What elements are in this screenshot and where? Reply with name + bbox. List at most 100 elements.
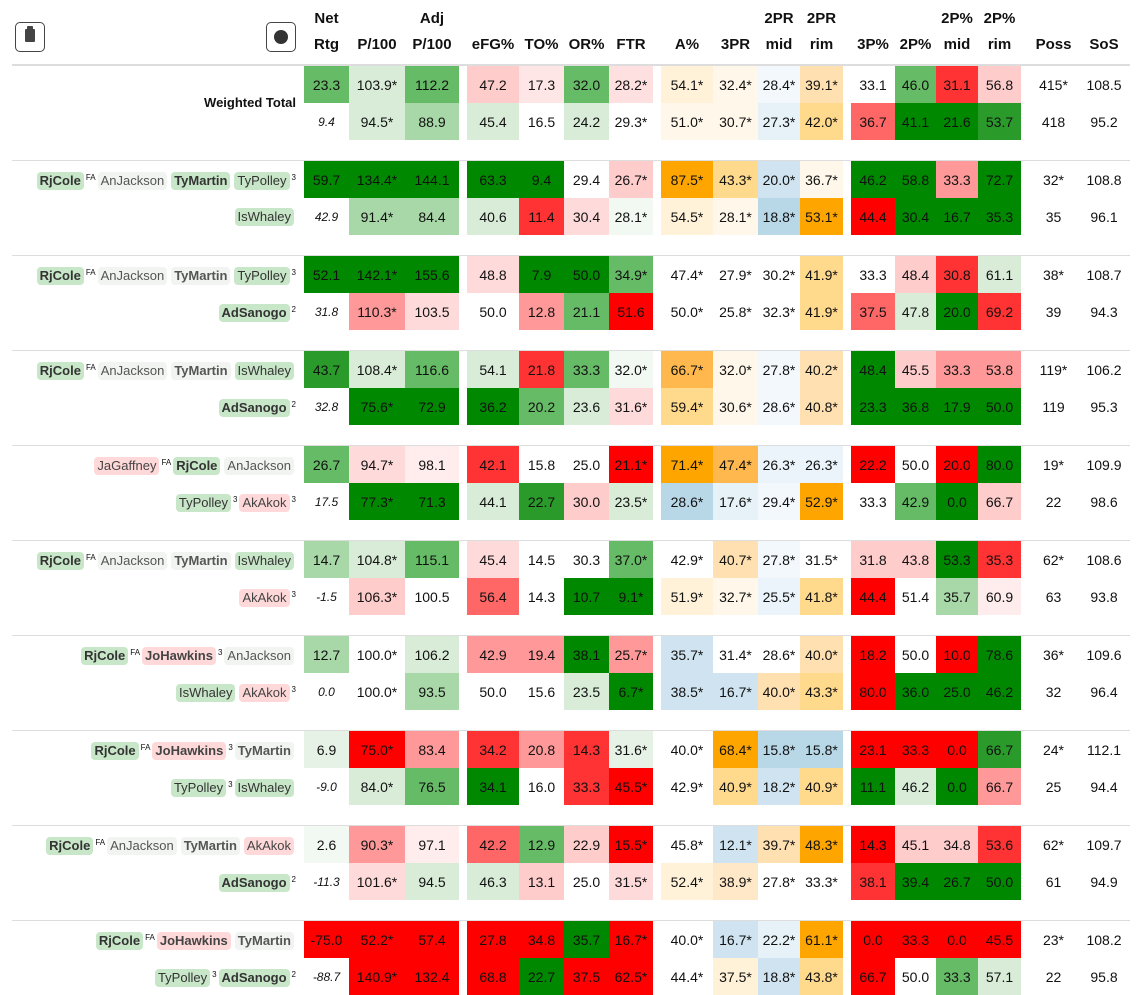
player-chip[interactable]: TyMartin: [234, 742, 294, 761]
stat-cell: 108.6: [1078, 540, 1130, 578]
player-chip[interactable]: TyPolley: [170, 779, 227, 798]
stat-cell: 31.6*: [609, 388, 653, 425]
player-chip[interactable]: AnJackson: [97, 172, 168, 191]
header-TO%[interactable]: TO%: [519, 0, 564, 66]
lineup-players: TyPolley 3 IsWhaley: [12, 768, 304, 805]
player-chip[interactable]: TyMartin: [171, 267, 231, 286]
player-position-tag: FA: [95, 837, 106, 847]
header-Net-Rtg[interactable]: Net Rtg: [304, 0, 349, 66]
player-chip[interactable]: RjCole: [173, 457, 221, 476]
player-chip[interactable]: RjCole: [36, 172, 84, 191]
stat-cell: 42.0*: [800, 103, 843, 140]
header-Poss[interactable]: Poss: [1029, 0, 1078, 66]
player-chip[interactable]: AnJackson: [97, 362, 168, 381]
header-eFG%[interactable]: eFG%: [467, 0, 519, 66]
player-chip[interactable]: JaGaffney: [94, 457, 160, 476]
player-chip[interactable]: RjCole: [36, 267, 84, 286]
header-3PR[interactable]: 3PR: [713, 0, 758, 66]
header-P/100[interactable]: P/100: [349, 0, 405, 66]
player-position-tag: FA: [85, 552, 96, 562]
player-chip[interactable]: IsWhaley: [176, 684, 236, 703]
header-FTR[interactable]: FTR: [609, 0, 653, 66]
player-chip[interactable]: IsWhaley: [234, 207, 294, 226]
player-name: RjCole: [39, 363, 81, 379]
stat-cell: 83.4: [405, 730, 459, 768]
player-chip[interactable]: TyMartin: [234, 932, 294, 951]
stat-cell: 29.3*: [609, 103, 653, 140]
player-chip[interactable]: AkAkok: [239, 589, 290, 608]
header-Adj-P/100[interactable]: Adj P/100: [405, 0, 459, 66]
player-chip[interactable]: AnJackson: [97, 267, 168, 286]
header-A%[interactable]: A%: [661, 0, 713, 66]
player-chip[interactable]: TyPolley: [234, 172, 290, 191]
player-chip[interactable]: IsWhaley: [234, 779, 294, 798]
column-gap: [653, 730, 661, 768]
player-chip[interactable]: RjCole: [46, 837, 94, 856]
stat-cell: 46.2: [978, 673, 1021, 710]
header-2PR-mid[interactable]: 2PR mid: [758, 0, 800, 66]
player-chip[interactable]: TyMartin: [180, 837, 240, 856]
player-chip[interactable]: TyMartin: [171, 172, 231, 191]
player-chip[interactable]: TyPolley: [175, 494, 232, 513]
player-chip[interactable]: AkAkok: [243, 837, 294, 856]
player-chip[interactable]: IsWhaley: [234, 362, 294, 381]
player-chip[interactable]: TyMartin: [171, 362, 231, 381]
player-chip[interactable]: RjCole: [81, 647, 129, 666]
player-chip[interactable]: RjCole: [36, 552, 84, 571]
header-gap[interactable]: [843, 0, 851, 66]
column-gap: [459, 578, 467, 615]
header-top: 2PR: [806, 10, 837, 27]
player-chip[interactable]: RjCole: [95, 932, 144, 951]
player-chip[interactable]: JoHawkins: [152, 742, 227, 761]
player-chip[interactable]: AdSanogo: [218, 399, 290, 418]
player-chip[interactable]: AdSanogo: [218, 304, 290, 323]
group-separator: [12, 520, 1130, 541]
column-gap: [1021, 103, 1029, 140]
header-2PR-rim[interactable]: 2PR rim: [800, 0, 843, 66]
player-position-tag: 2: [291, 399, 296, 409]
player-chip[interactable]: TyPolley: [154, 969, 211, 988]
header-gap[interactable]: [459, 0, 467, 66]
player-chip[interactable]: AdSanogo: [218, 969, 290, 988]
player-chip[interactable]: AdSanogo: [218, 874, 290, 893]
header-2P%-rim[interactable]: 2P% rim: [978, 0, 1021, 66]
header-2P%-mid[interactable]: 2P% mid: [936, 0, 978, 66]
stat-cell: 106.2: [405, 635, 459, 673]
player-chip[interactable]: AnJackson: [107, 837, 177, 856]
group-separator: [12, 235, 1130, 256]
player-chip[interactable]: AkAkok: [239, 494, 290, 513]
player-chip[interactable]: AkAkok: [239, 684, 290, 703]
player-chip[interactable]: TyMartin: [171, 552, 231, 571]
header-gap[interactable]: [653, 0, 661, 66]
player-position-tag: FA: [145, 932, 155, 942]
header-OR%[interactable]: OR%: [564, 0, 609, 66]
stat-cell: 25.5*: [758, 578, 800, 615]
stat-cell: 30.7*: [713, 103, 758, 140]
header-3P%[interactable]: 3P%: [851, 0, 895, 66]
player-chip[interactable]: AnJackson: [224, 457, 294, 476]
lineup-players: AdSanogo 2: [12, 293, 304, 330]
column-gap: [843, 388, 851, 425]
header-gap[interactable]: [1021, 0, 1029, 66]
column-gap: [843, 825, 851, 863]
stat-cell: -11.3: [304, 863, 349, 900]
stat-cell: 110.3*: [349, 293, 405, 330]
player-chip[interactable]: AnJackson: [224, 647, 294, 666]
header-2P%[interactable]: 2P%: [895, 0, 936, 66]
player-chip[interactable]: RjCole: [91, 742, 139, 761]
stat-cell: 28.6*: [758, 635, 800, 673]
player-chip[interactable]: JoHawkins: [156, 932, 231, 951]
player-chip[interactable]: RjCole: [36, 362, 84, 381]
player-chip[interactable]: IsWhaley: [234, 552, 294, 571]
player-chip[interactable]: TyPolley: [234, 267, 290, 286]
stat-cell: 18.8*: [758, 958, 800, 995]
player-chip[interactable]: AnJackson: [97, 552, 168, 571]
player-chip[interactable]: JoHawkins: [142, 647, 216, 666]
stat-cell: 37.5: [851, 293, 895, 330]
header-SoS[interactable]: SoS: [1078, 0, 1130, 66]
stat-cell: 14.5: [519, 540, 564, 578]
header-row: Net Rtg P/100 Adj P/100 eFG% TO% OR% FTR A% 3PR 2PR…: [12, 0, 1130, 66]
player-name: TyMartin: [174, 553, 228, 569]
stat-cell: 42.9: [895, 483, 936, 520]
stat-cell: 32.3*: [758, 293, 800, 330]
